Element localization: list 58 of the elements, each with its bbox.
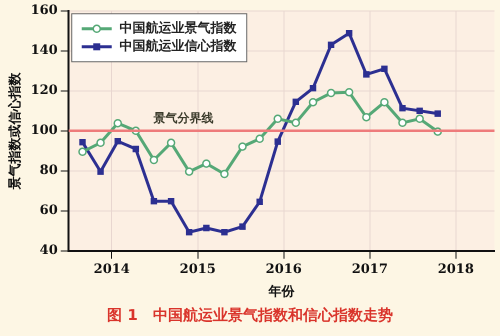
y-axis-title: 景气指数或信心指数 [7,71,24,190]
point [398,118,407,128]
point [114,138,121,144]
point [434,110,441,117]
point [256,198,263,206]
point [363,71,370,78]
ref-line-label: 景气分界线 [152,110,214,125]
point [150,198,158,204]
point [292,118,300,128]
point [239,223,246,230]
point [186,228,192,236]
point [114,118,122,128]
point [150,156,158,164]
point [78,148,87,156]
point [184,167,194,176]
point [346,30,352,36]
point [292,98,300,106]
point [132,146,140,152]
x-tick-label: 2014 [94,262,130,277]
point [326,88,336,98]
y-tick-label: 40 [40,243,58,258]
point [344,88,354,96]
point [274,114,282,124]
point [97,168,104,175]
point [203,224,210,232]
point [415,114,424,124]
point [166,138,176,148]
point [255,134,264,144]
point [381,66,388,72]
caption: 图 1 中国航运业景气指数和信心指数走势 [106,306,394,325]
point [416,108,423,114]
point [274,138,281,145]
x-axis-title: 年份 [268,284,296,300]
point [399,104,406,112]
point [328,42,334,48]
x-tick-label: 2016 [266,262,302,277]
point [308,98,318,106]
point [380,98,389,106]
y-tick-label: 100 [30,123,58,138]
point [202,159,211,168]
x-tick-label: 2015 [180,262,216,277]
point [238,142,247,151]
legend-label: 中国航运业景气指数 [120,20,238,36]
x-tick-label: 2017 [352,262,388,277]
legend-label: 中国航运业信心指数 [120,38,238,54]
point [96,138,105,148]
point [220,170,229,178]
y-tick-label: 160 [30,3,58,18]
x-tick-label: 2018 [438,262,474,277]
point [79,138,86,146]
point [168,198,174,204]
y-tick-label: 140 [30,43,58,58]
point [221,228,228,236]
y-tick-label: 80 [40,163,58,178]
point [362,112,371,122]
y-tick-label: 60 [40,203,58,218]
point [310,84,316,92]
y-tick-label: 120 [30,83,58,98]
